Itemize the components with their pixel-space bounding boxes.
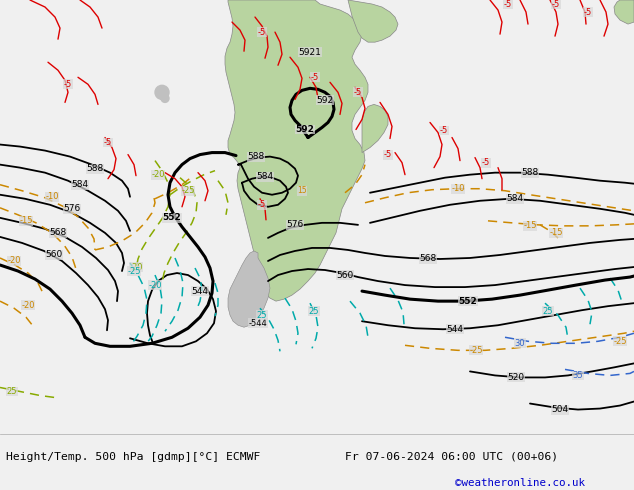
Text: -5: -5 [482,158,490,167]
Circle shape [155,85,169,99]
Text: -5: -5 [64,80,72,89]
Text: 544: 544 [191,287,209,295]
Text: ©weatheronline.co.uk: ©weatheronline.co.uk [455,478,585,488]
Text: -5: -5 [440,126,448,135]
Text: -25: -25 [181,186,195,195]
Polygon shape [348,0,398,42]
Text: 30: 30 [515,339,526,348]
Text: -20: -20 [7,256,21,266]
Text: 560: 560 [46,250,63,260]
Text: 584: 584 [72,180,89,189]
Text: 25: 25 [7,387,17,396]
Text: 584: 584 [256,172,273,181]
Polygon shape [225,0,368,301]
Text: -544: -544 [249,318,268,328]
Text: -15: -15 [19,217,33,225]
Text: -5: -5 [552,0,560,8]
Text: -15: -15 [523,221,537,230]
Text: 576: 576 [63,204,81,213]
Text: -20: -20 [22,301,35,310]
Polygon shape [228,251,270,327]
Text: -25: -25 [127,267,141,275]
Text: 15: 15 [297,186,307,195]
Text: -5: -5 [104,138,112,147]
Text: 560: 560 [337,270,354,280]
Text: -5: -5 [584,7,592,17]
Text: 568: 568 [49,228,67,237]
Text: 592: 592 [316,96,333,105]
Text: Height/Temp. 500 hPa [gdmp][°C] ECMWF: Height/Temp. 500 hPa [gdmp][°C] ECMWF [6,452,261,462]
Text: 552: 552 [163,213,181,222]
Text: -5: -5 [258,200,266,209]
Text: -25: -25 [613,337,627,346]
Text: 588: 588 [247,152,264,161]
Text: 576: 576 [287,220,304,229]
Text: -5: -5 [258,27,266,37]
Text: 588: 588 [521,168,539,177]
Text: 552: 552 [458,296,477,306]
Text: -10: -10 [451,184,465,193]
Text: -5: -5 [311,73,319,82]
Text: 25: 25 [257,311,268,319]
Text: 35: 35 [573,371,583,380]
Circle shape [161,95,169,102]
Text: 504: 504 [552,405,569,414]
Text: -5: -5 [384,150,392,159]
Text: -25: -25 [469,346,482,355]
Text: -10: -10 [45,192,59,201]
Text: -5: -5 [504,0,512,8]
Text: Fr 07-06-2024 06:00 UTC (00+06): Fr 07-06-2024 06:00 UTC (00+06) [345,452,558,462]
Text: 25: 25 [543,307,553,316]
Text: -20: -20 [129,263,143,271]
Text: 584: 584 [507,194,524,203]
Text: 544: 544 [446,325,463,334]
Text: 25: 25 [309,307,320,316]
Text: 592: 592 [295,125,314,134]
Polygon shape [362,104,388,152]
Text: -20: -20 [152,170,165,179]
Text: -5: -5 [354,88,362,97]
Text: 5921: 5921 [299,48,321,57]
Text: 588: 588 [86,164,103,173]
Text: 520: 520 [507,373,524,382]
Polygon shape [614,0,634,24]
Text: -20: -20 [148,281,162,290]
Text: 568: 568 [419,254,437,264]
Text: -15: -15 [549,228,563,237]
